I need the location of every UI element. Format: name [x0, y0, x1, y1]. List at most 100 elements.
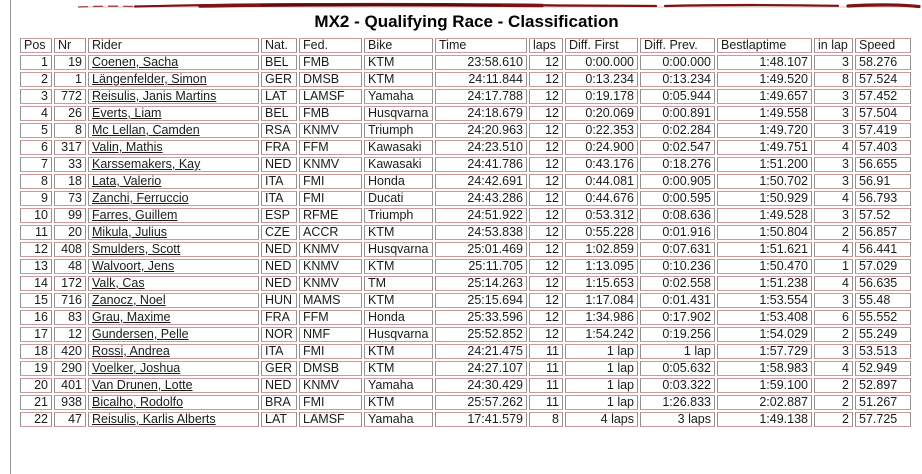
rider-link[interactable]: Valk, Cas	[92, 276, 145, 290]
cell-laps: 12	[529, 259, 563, 274]
cell-laps: 12	[529, 293, 563, 308]
rider-link[interactable]: Reisulis, Karlis Alberts	[92, 412, 216, 426]
cell-speed: 56.857	[855, 225, 911, 240]
cell-laps: 12	[529, 157, 563, 172]
cell-bike: KTM	[364, 225, 433, 240]
cell-nr: 290	[54, 361, 86, 376]
table-row: 10 99 Farres, Guillem ESP RFME Triumph 24:51.9…	[20, 208, 911, 223]
cell-laps: 11	[529, 361, 563, 376]
cell-bike: Yamaha	[364, 89, 433, 104]
cell-pos: 3	[20, 89, 52, 104]
cell-fed: KNMV	[299, 378, 362, 393]
cell-laps: 11	[529, 378, 563, 393]
cell-nr: 420	[54, 344, 86, 359]
rider-link[interactable]: Bicalho, Rodolfo	[92, 395, 184, 409]
cell-bestlaptime: 1:57.729	[717, 344, 812, 359]
cell-fed: KNMV	[299, 123, 362, 138]
cell-pos: 17	[20, 327, 52, 342]
cell-diff_prev: 0:00.891	[640, 106, 715, 121]
rider-link[interactable]: Rossi, Andrea	[92, 344, 170, 358]
cell-nr: 172	[54, 276, 86, 291]
cell-laps: 11	[529, 395, 563, 410]
cell-bestlaptime: 1:51.621	[717, 242, 812, 257]
rider-link[interactable]: Smulders, Scott	[92, 242, 181, 256]
cell-nat: HUN	[261, 293, 297, 308]
cell-nat: NED	[261, 259, 297, 274]
cell-diff_prev: 0:01.431	[640, 293, 715, 308]
cell-in_lap: 2	[814, 225, 853, 240]
cell-rider: Voelker, Joshua	[88, 361, 259, 376]
cell-nr: 33	[54, 157, 86, 172]
rider-link[interactable]: Karssemakers, Kay	[92, 157, 201, 171]
cell-speed: 52.897	[855, 378, 911, 393]
cell-rider: Walvoort, Jens	[88, 259, 259, 274]
cell-laps: 12	[529, 55, 563, 70]
cell-nat: BRA	[261, 395, 297, 410]
rider-link[interactable]: Zanchi, Ferruccio	[92, 191, 189, 205]
cell-diff_first: 0:43.176	[565, 157, 638, 172]
cell-diff_first: 0:13.234	[565, 72, 638, 87]
cell-rider: Reisulis, Karlis Alberts	[88, 412, 259, 427]
cell-bestlaptime: 2:02.887	[717, 395, 812, 410]
table-row: 18 420 Rossi, Andrea ITA FMI KTM 24:21.475 11 1 …	[20, 344, 911, 359]
cell-speed: 56.655	[855, 157, 911, 172]
rider-link[interactable]: Reisulis, Janis Martins	[92, 89, 217, 103]
cell-nr: 19	[54, 55, 86, 70]
rider-link[interactable]: Coenen, Sacha	[92, 55, 179, 69]
cell-laps: 12	[529, 174, 563, 189]
rider-link[interactable]: Gundersen, Pelle	[92, 327, 189, 341]
table-row: 4 26 Everts, Liam BEL FMB Husqvarna 24:18.679 1…	[20, 106, 911, 121]
cell-diff_first: 1 lap	[565, 395, 638, 410]
cell-diff_first: 1:15.653	[565, 276, 638, 291]
cell-in_lap: 2	[814, 378, 853, 393]
cell-diff_first: 1:13.095	[565, 259, 638, 274]
cell-speed: 57.52	[855, 208, 911, 223]
cell-diff_first: 0:24.900	[565, 140, 638, 155]
cell-fed: ACCR	[299, 225, 362, 240]
rider-link[interactable]: Farres, Guillem	[92, 208, 178, 222]
cell-fed: RFME	[299, 208, 362, 223]
rider-link[interactable]: Mikula, Julius	[92, 225, 168, 239]
cell-time: 25:33.596	[435, 310, 527, 325]
cell-rider: Längenfelder, Simon	[88, 72, 259, 87]
cell-fed: FFM	[299, 140, 362, 155]
cell-bike: KTM	[364, 344, 433, 359]
rider-link[interactable]: Zanocz, Noel	[92, 293, 166, 307]
cell-diff_prev: 0:02.547	[640, 140, 715, 155]
table-row: 16 83 Grau, Maxime FRA FFM Honda 25:33.596 12 1:…	[20, 310, 911, 325]
cell-laps: 11	[529, 344, 563, 359]
cell-pos: 2	[20, 72, 52, 87]
cell-speed: 51.267	[855, 395, 911, 410]
cell-rider: Gundersen, Pelle	[88, 327, 259, 342]
cell-bestlaptime: 1:48.107	[717, 55, 812, 70]
results-table: Pos Nr Rider Nat. Fed. Bike Time laps Diff. Firs…	[18, 36, 913, 429]
rider-link[interactable]: Van Drunen, Lotte	[92, 378, 193, 392]
cell-diff_prev: 0:01.916	[640, 225, 715, 240]
rider-link[interactable]: Lata, Valerio	[92, 174, 162, 188]
rider-link[interactable]: Walvoort, Jens	[92, 259, 175, 273]
rider-link[interactable]: Valin, Mathis	[92, 140, 163, 154]
rider-link[interactable]: Grau, Maxime	[92, 310, 171, 324]
cell-nr: 47	[54, 412, 86, 427]
cell-diff_prev: 0:03.322	[640, 378, 715, 393]
rider-link[interactable]: Everts, Liam	[92, 106, 162, 120]
cell-in_lap: 2	[814, 327, 853, 342]
cell-rider: Karssemakers, Kay	[88, 157, 259, 172]
cell-fed: KNMV	[299, 259, 362, 274]
cell-nr: 18	[54, 174, 86, 189]
column-header-diff_first: Diff. First	[565, 38, 638, 53]
cell-time: 17:41.579	[435, 412, 527, 427]
cell-nr: 408	[54, 242, 86, 257]
column-header-bestlaptime: Bestlaptime	[717, 38, 812, 53]
cell-speed: 57.725	[855, 412, 911, 427]
cell-time: 24:18.679	[435, 106, 527, 121]
column-header-pos: Pos	[20, 38, 52, 53]
cell-bestlaptime: 1:59.100	[717, 378, 812, 393]
cell-in_lap: 4	[814, 276, 853, 291]
cell-bike: KTM	[364, 361, 433, 376]
cell-nat: ITA	[261, 191, 297, 206]
cell-nat: CZE	[261, 225, 297, 240]
rider-link[interactable]: Voelker, Joshua	[92, 361, 181, 375]
rider-link[interactable]: Mc Lellan, Camden	[92, 123, 200, 137]
rider-link[interactable]: Längenfelder, Simon	[92, 72, 207, 86]
